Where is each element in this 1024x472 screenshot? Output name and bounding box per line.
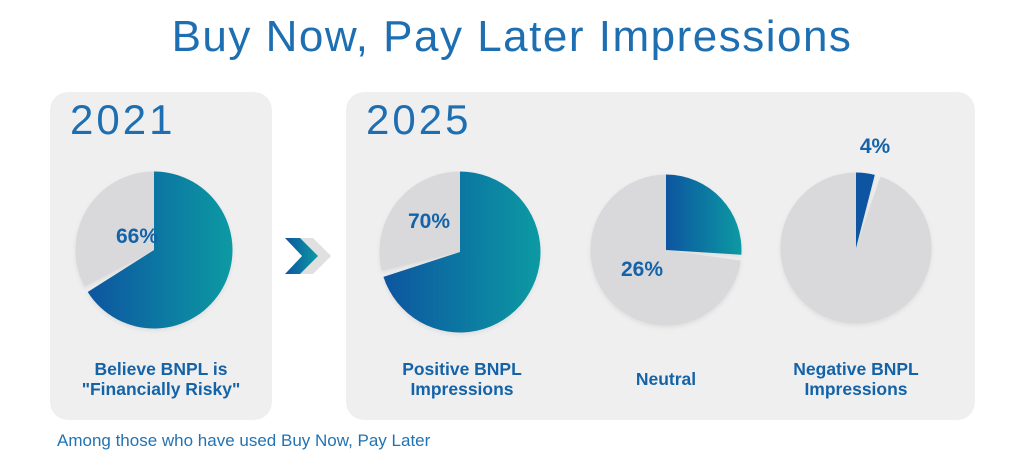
caption-line: Impressions — [410, 379, 514, 399]
value-label: 66% — [115, 225, 159, 248]
pie-graphic — [75, 171, 233, 329]
year-label-2021: 2021 — [70, 96, 176, 143]
pie-graphic — [780, 172, 932, 324]
pie-neutral — [589, 173, 743, 327]
pie-positive-impressions — [378, 170, 542, 334]
year-label-2025: 2025 — [366, 96, 472, 143]
page-title: Buy Now, Pay Later Impressions — [171, 12, 853, 61]
caption-line: Positive BNPL — [402, 359, 522, 379]
value-label: 4% — [859, 135, 891, 158]
caption-line: Negative BNPL — [793, 359, 919, 379]
pie-caption: Believe BNPL is "Financially Risky" — [50, 356, 272, 402]
double-chevron-right-icon — [285, 238, 331, 274]
pie-graphic — [590, 174, 742, 326]
pie-caption: Positive BNPL Impressions — [367, 356, 557, 402]
pie-caption: Neutral — [571, 356, 761, 402]
pie-negative-impressions — [779, 171, 933, 325]
panel-2021: 2021 66% Believe BNPL is "Financially Ri… — [50, 92, 272, 420]
panel-2025: 2025 70% Positive BNPL Impressions 26% N… — [346, 92, 975, 420]
caption-line: Believe BNPL is — [94, 359, 228, 379]
footnote: Among those who have used Buy Now, Pay L… — [57, 431, 431, 450]
pie-2021-financially-risky — [74, 170, 234, 330]
caption-line: Impressions — [804, 379, 908, 399]
pie-graphic — [379, 171, 541, 333]
caption-line: Neutral — [635, 369, 697, 389]
value-label: 70% — [407, 210, 451, 233]
pie-caption: Negative BNPL Impressions — [761, 356, 951, 402]
value-label: 26% — [620, 258, 664, 281]
arrow-container — [284, 236, 348, 276]
caption-line: "Financially Risky" — [81, 379, 241, 399]
